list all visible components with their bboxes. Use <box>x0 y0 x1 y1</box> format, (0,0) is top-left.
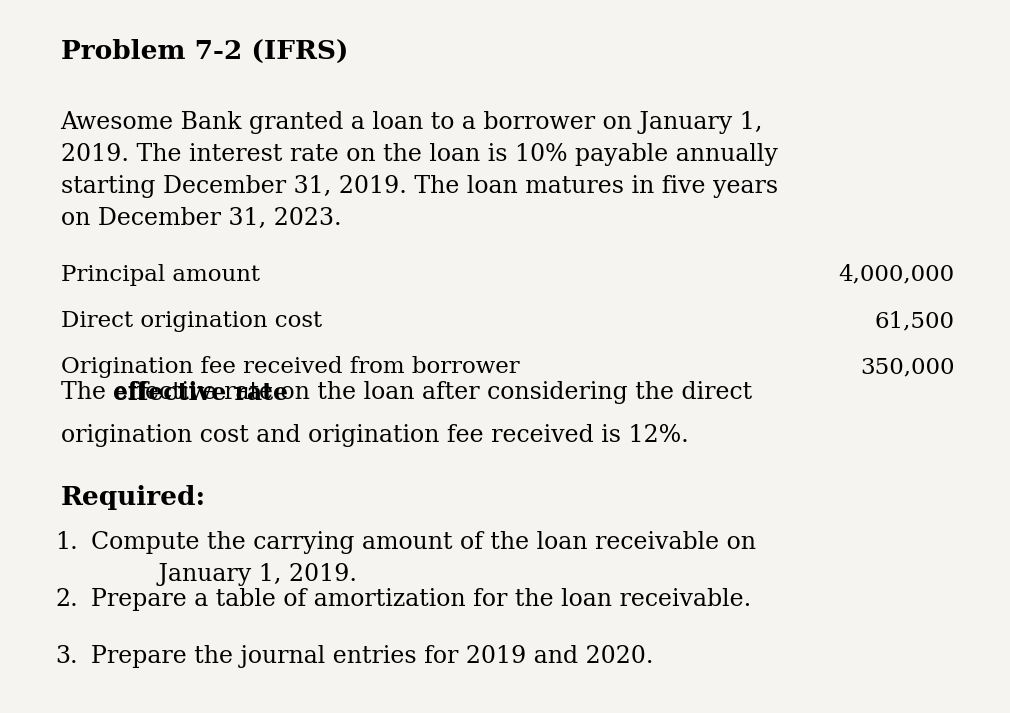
Text: origination cost and origination fee received is 12%.: origination cost and origination fee rec… <box>61 424 689 447</box>
Text: 350,000: 350,000 <box>860 356 954 379</box>
Text: Origination fee received from borrower: Origination fee received from borrower <box>61 356 519 379</box>
Text: 61,500: 61,500 <box>875 310 954 332</box>
Text: Direct origination cost: Direct origination cost <box>61 310 322 332</box>
Text: 4,000,000: 4,000,000 <box>838 264 954 286</box>
Text: 3.: 3. <box>56 645 78 668</box>
Text: Awesome Bank granted a loan to a borrower on January 1,
2019. The interest rate : Awesome Bank granted a loan to a borrowe… <box>61 111 778 230</box>
Text: The effective rate on the loan after considering the direct: The effective rate on the loan after con… <box>61 381 751 404</box>
Text: 2.: 2. <box>56 588 79 611</box>
Text: Prepare a table of amortization for the loan receivable.: Prepare a table of amortization for the … <box>91 588 751 611</box>
Text: Compute the carrying amount of the loan receivable on
         January 1, 2019.: Compute the carrying amount of the loan … <box>91 531 755 586</box>
Text: Prepare the journal entries for 2019 and 2020.: Prepare the journal entries for 2019 and… <box>91 645 653 668</box>
Text: Required:: Required: <box>61 485 206 510</box>
Text: Principal amount: Principal amount <box>61 264 260 286</box>
Text: effective rate: effective rate <box>113 381 288 406</box>
Text: 1.: 1. <box>56 531 79 554</box>
Text: Problem 7-2 (IFRS): Problem 7-2 (IFRS) <box>61 39 348 64</box>
